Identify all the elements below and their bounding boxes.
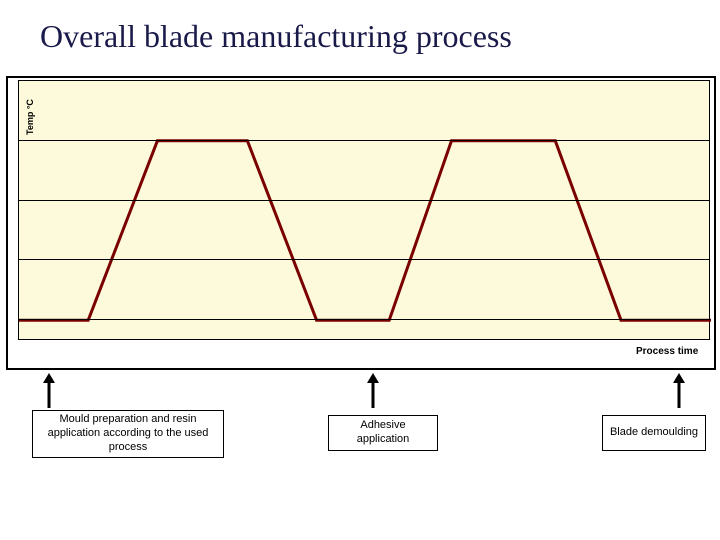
annotation-box: Blade demoulding: [602, 415, 706, 451]
chart-plot-area: Temp °C: [18, 80, 710, 340]
callout-arrow-icon: [365, 373, 381, 410]
gridline: [18, 140, 710, 141]
gridline: [18, 259, 710, 260]
gridline: [18, 200, 710, 201]
temperature-line: [19, 81, 711, 341]
callout-arrow-icon: [41, 373, 57, 410]
annotation-box: Adhesive application: [328, 415, 438, 451]
callout-arrow-icon: [671, 373, 687, 410]
gridline: [18, 319, 710, 320]
chart-title: Overall blade manufacturing process: [40, 18, 512, 55]
annotation-box: Mould preparation and resin application …: [32, 410, 224, 458]
x-axis-label: Process time: [636, 346, 698, 357]
